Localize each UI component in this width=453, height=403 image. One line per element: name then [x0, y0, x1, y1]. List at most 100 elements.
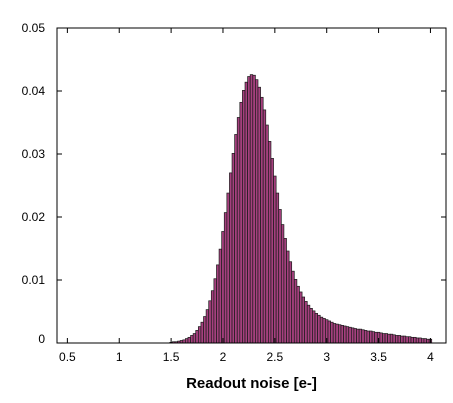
- histogram-bar: [216, 264, 220, 344]
- histogram-bar: [244, 81, 248, 344]
- histogram-bar: [210, 290, 215, 344]
- histogram-bar: [275, 192, 280, 344]
- histogram-bar: [319, 316, 324, 344]
- histogram-bar: [283, 238, 287, 344]
- histogram-bar: [353, 328, 357, 344]
- y-tick-label: 0.02: [22, 210, 46, 224]
- histogram-bar: [389, 333, 394, 344]
- histogram-bar: [363, 330, 368, 344]
- histogram-bar: [397, 335, 401, 344]
- histogram-bar: [413, 336, 417, 344]
- histogram-bar: [408, 336, 412, 344]
- histogram-bar: [299, 291, 303, 344]
- histogram-bar: [382, 333, 386, 344]
- histogram-bar: [345, 326, 350, 344]
- histogram-bar: [400, 335, 404, 344]
- histogram-bar: [402, 335, 407, 344]
- histogram-bar: [221, 231, 225, 344]
- histogram-bar: [306, 304, 311, 344]
- histogram-bar: [231, 153, 235, 344]
- y-tick-label: 0.05: [22, 21, 46, 35]
- histogram-bar: [379, 332, 383, 344]
- histogram-bar: [234, 134, 238, 344]
- histogram-bar: [369, 330, 373, 344]
- histogram-bar: [421, 338, 425, 344]
- histogram-bar: [423, 338, 427, 344]
- histogram-bar: [371, 331, 376, 344]
- histogram-bar: [296, 285, 300, 344]
- plot-frame: [56, 27, 447, 344]
- histogram-bar: [260, 96, 264, 344]
- histogram-bar: [273, 175, 277, 344]
- histogram-bar: [335, 323, 339, 344]
- histogram-bar: [301, 296, 306, 344]
- histogram-bar: [278, 209, 282, 344]
- histogram-bar: [309, 308, 313, 344]
- histogram-bar: [348, 326, 352, 344]
- histogram-bar: [312, 310, 316, 344]
- x-tick-label: 2.5: [266, 350, 283, 364]
- x-tick-label: 4: [427, 350, 434, 364]
- histogram-bar: [410, 336, 414, 344]
- y-tick-label: 0.03: [22, 147, 46, 161]
- histogram-bar: [332, 323, 337, 344]
- histogram-bar: [343, 325, 347, 344]
- x-tick-label: 1: [116, 350, 123, 364]
- histogram-bar: [239, 101, 243, 344]
- histogram-bar: [338, 324, 342, 344]
- histogram-bar: [200, 321, 204, 344]
- histogram-bar: [415, 337, 420, 344]
- histogram-bar: [322, 318, 326, 344]
- histogram-bar: [185, 338, 189, 344]
- histogram-bar: [330, 321, 334, 344]
- histogram-bar: [257, 86, 261, 344]
- histogram-bar: [192, 333, 197, 344]
- histogram-bar: [195, 330, 199, 344]
- histogram-bar: [262, 109, 267, 344]
- histogram-bar: [317, 314, 321, 344]
- histogram-bar: [327, 320, 331, 344]
- histogram-bar: [213, 278, 217, 344]
- histogram-bar: [293, 279, 298, 344]
- x-tick-label: 3: [323, 350, 330, 364]
- histogram-bar: [366, 330, 370, 344]
- x-tick-label: 3.5: [370, 350, 387, 364]
- histogram-bar: [418, 337, 422, 344]
- histogram-bar: [314, 313, 318, 344]
- histogram-bar: [223, 212, 228, 344]
- histogram-bar: [268, 141, 272, 344]
- histogram-bar: [190, 335, 194, 344]
- histogram-bar: [252, 74, 256, 344]
- histogram-bar: [304, 301, 308, 344]
- histogram-bar: [405, 336, 409, 344]
- histogram-bar: [374, 331, 378, 344]
- histogram-bar: [226, 192, 230, 344]
- y-tick-label: 0.04: [22, 84, 46, 98]
- y-axis: 0 0.01 0.02 0.03 0.04 0.05: [22, 21, 446, 346]
- histogram-bar: [280, 224, 285, 344]
- y-tick-label: 0: [38, 332, 45, 346]
- histogram-bar: [249, 74, 254, 344]
- histogram-bar: [265, 124, 269, 344]
- histogram-bar: [270, 158, 274, 344]
- histogram-bar: [361, 329, 365, 344]
- histogram-bar: [187, 336, 191, 344]
- x-axis: 0.5 1 1.5 2 2.5 3 3.5 4: [59, 28, 434, 364]
- histogram-bar: [395, 335, 399, 344]
- histogram-bar: [208, 300, 212, 344]
- histogram-bar: [229, 172, 233, 344]
- histogram-bar: [247, 76, 251, 344]
- histogram-bar: [387, 333, 391, 344]
- histogram-bar: [236, 117, 241, 344]
- y-tick-label: 0.01: [22, 273, 46, 287]
- histogram-bar: [286, 250, 290, 344]
- histogram-bar: [255, 79, 259, 344]
- histogram-bar: [392, 334, 396, 344]
- histogram-bar: [205, 309, 210, 344]
- histogram-bar: [288, 261, 293, 344]
- x-tick-label: 2: [220, 350, 227, 364]
- histogram-bar: [291, 270, 295, 344]
- x-tick-label: 0.5: [59, 350, 76, 364]
- histogram-bar: [358, 328, 363, 344]
